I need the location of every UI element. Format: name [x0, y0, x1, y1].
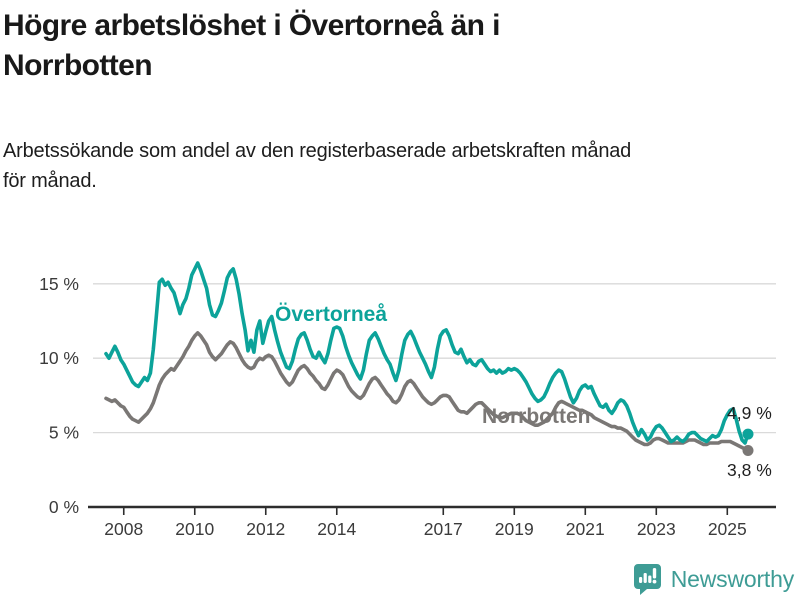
page-title: Högre arbetslöshet i Övertorneå än i Nor…: [3, 9, 500, 82]
brand-name: Newsworthy: [670, 565, 794, 592]
footer-branding: Newsworthy: [633, 563, 794, 595]
series-end-value-overtornea: 4,9 %: [727, 403, 772, 423]
series-end-dot-overtornea: [742, 428, 754, 440]
page-subtitle: Arbetssökande som andel av den registerb…: [3, 140, 632, 192]
series-label-overtornea: Övertorneå: [275, 303, 387, 326]
series-end-dot-norrbotten: [742, 444, 754, 456]
x-tick-label: 2019: [495, 519, 534, 539]
series-label-norrbotten: Norrbotten: [482, 405, 591, 428]
x-tick-label: 2014: [317, 519, 356, 539]
x-tick-label: 2010: [175, 519, 214, 539]
x-tick-label: 2017: [424, 519, 463, 539]
y-tick-label: 15 %: [39, 274, 79, 294]
y-tick-label: 0 %: [49, 497, 79, 517]
series-line-overtornea: [104, 261, 750, 445]
y-tick-label: 10 %: [39, 348, 79, 368]
x-tick-label: 2021: [566, 519, 605, 539]
series-end-value-norrbotten: 3,8 %: [727, 460, 772, 480]
x-tick-label: 2008: [104, 519, 143, 539]
series-line-norrbotten: [104, 331, 750, 453]
newsworthy-logo-icon: [633, 564, 661, 595]
y-tick-label: 5 %: [49, 423, 79, 443]
x-tick-label: 2023: [637, 519, 676, 539]
x-tick-label: 2025: [708, 519, 747, 539]
x-tick-label: 2012: [246, 519, 285, 539]
